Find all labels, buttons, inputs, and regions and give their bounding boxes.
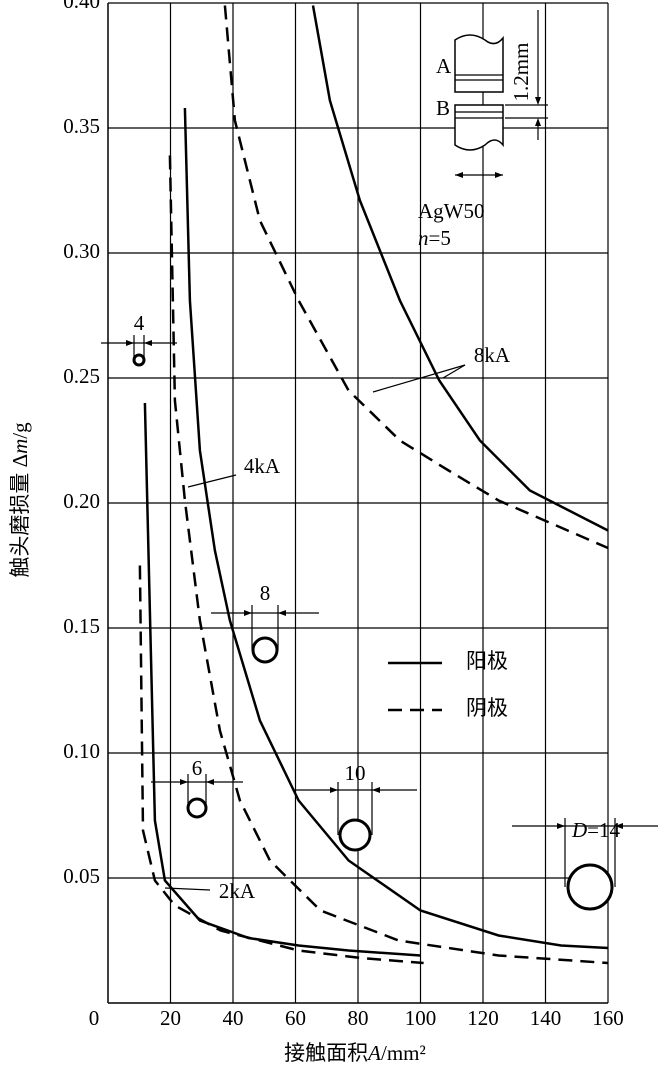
contact-outline: [337, 782, 373, 835]
contact-circle: [251, 636, 279, 664]
y-tick-label: 0.40: [63, 0, 100, 13]
dim-arrow: [180, 779, 214, 785]
contact-label: 6: [192, 756, 203, 780]
inset-n-part: n: [418, 226, 429, 250]
contact-label-part: 10: [345, 761, 366, 785]
annotation: 4kA: [244, 454, 281, 478]
annotation: 2kA: [219, 879, 256, 903]
contact-label-part: 8: [260, 581, 271, 605]
y-tick-label: 0.20: [63, 489, 100, 513]
x-tick-label: 160: [592, 1006, 624, 1030]
inset-lines: [455, 10, 548, 176]
y-tick-label: 0.10: [63, 739, 100, 763]
y-tick-label: 0.25: [63, 364, 100, 388]
y-tick-label: 0.15: [63, 614, 100, 638]
inset-rod: [454, 34, 504, 151]
dim-arrow: [126, 340, 152, 346]
y-tick-label: 0.35: [63, 114, 100, 138]
leader-line: [442, 364, 466, 379]
inset: AB 1.2mm AgW50 n=5: [418, 10, 548, 250]
x-tick-label: 100: [405, 1006, 437, 1030]
contact-outline: [187, 774, 207, 808]
x-axis-label: 接触面积A/mm²: [284, 1041, 426, 1065]
x-tick-label: 120: [467, 1006, 499, 1030]
contact-outline: [564, 818, 616, 887]
annotation: 8kA: [474, 343, 511, 367]
inset-n-part: =5: [429, 226, 451, 250]
contact-circle: [566, 863, 614, 911]
contact-label: 8: [260, 581, 271, 605]
contact-label: 4: [134, 311, 145, 335]
curve: [223, 5, 609, 550]
curve: [311, 5, 609, 532]
x-tick-label: 60: [285, 1006, 306, 1030]
contact-circle: [132, 353, 146, 367]
legend-label: 阴极: [466, 696, 508, 720]
contact-circle: [338, 818, 372, 852]
x-tick-label: 140: [530, 1006, 562, 1030]
contact-label: D=14: [571, 818, 621, 842]
x-tick-label: 40: [223, 1006, 244, 1030]
curve: [183, 107, 609, 950]
contact-label-part: 4: [134, 311, 145, 335]
x-tick-label: 20: [160, 1006, 181, 1030]
contact-label-part: 6: [192, 756, 203, 780]
leader-line: [372, 364, 466, 393]
curve: [143, 402, 421, 957]
legend-label: 阳极: [466, 649, 508, 673]
curve: [138, 565, 424, 965]
contact-outline: [133, 335, 145, 360]
y-tick-label: 0.30: [63, 239, 100, 263]
leader-line: [187, 474, 237, 488]
contact-label-part: D: [571, 818, 587, 842]
inset-material: AgW50: [418, 199, 485, 223]
x-tick-label: 80: [348, 1006, 369, 1030]
x-tick-label: 0: [89, 1006, 100, 1030]
contact-label: 10: [345, 761, 366, 785]
y-axis-label: 触头磨损量 Δm/g: [8, 422, 32, 578]
contact-circle: [186, 797, 208, 819]
curve: [168, 155, 609, 965]
leader-line: [164, 887, 211, 891]
y-tick-label: 0.05: [63, 864, 100, 888]
inset-label: A: [436, 54, 452, 78]
inset-dim: 1.2mm: [509, 43, 533, 102]
inset-n: n=5: [418, 226, 451, 250]
inset-label: B: [436, 96, 450, 120]
